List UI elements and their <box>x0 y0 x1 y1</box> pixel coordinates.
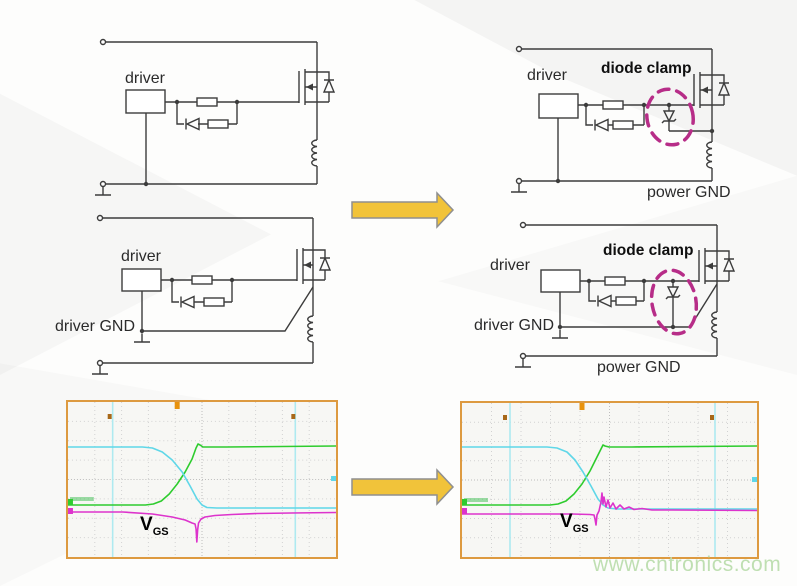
ground-icon <box>511 177 527 193</box>
clamp-diode-icon <box>665 278 681 330</box>
scope-before-screen <box>68 402 336 557</box>
body-diode-icon <box>717 81 731 96</box>
body-diode-icon <box>318 256 332 271</box>
driver-box <box>125 89 166 114</box>
mosfet-icon <box>298 69 336 105</box>
driver-gnd-label: driver GND <box>474 317 555 334</box>
pulldown-resistor-icon <box>207 119 229 129</box>
body-diode-icon <box>322 78 336 93</box>
gate-diode-icon <box>180 295 195 309</box>
circuit-diode-clamp-top <box>511 45 731 193</box>
terminal-dot <box>99 38 107 46</box>
power-gnd-label: power GND <box>597 359 681 376</box>
transform-arrow-bottom <box>351 468 455 506</box>
vgs-label: VGS <box>560 511 589 535</box>
scope-after <box>460 401 759 559</box>
gate-resistor-icon <box>191 275 213 285</box>
gate-diode-icon <box>185 117 200 131</box>
driver-box <box>540 269 581 293</box>
power-gnd-label: power GND <box>647 184 731 201</box>
ground-icon <box>92 359 108 375</box>
driver-label: driver <box>527 67 568 84</box>
terminal-dot <box>515 45 523 53</box>
watermark: www.cntronics.com <box>593 553 782 576</box>
scope-before <box>66 400 338 559</box>
body-diode-icon <box>722 257 736 272</box>
inductor-icon <box>307 315 314 343</box>
gate-resistor-icon <box>196 97 218 107</box>
ground-icon <box>95 180 111 196</box>
inductor-icon <box>706 141 713 169</box>
driver-box <box>121 268 162 292</box>
pulldown-resistor-icon <box>612 120 634 130</box>
diode-clamp-label: diode clamp <box>603 242 694 259</box>
gate-diode-icon <box>594 118 609 132</box>
inductor-icon <box>311 139 318 167</box>
driver-label: driver <box>125 70 166 87</box>
driver-label: driver <box>121 248 162 265</box>
clamp-diode-icon <box>661 102 715 134</box>
kelvin-return-wire <box>141 286 314 332</box>
gate-resistor-icon <box>604 276 626 286</box>
gate-resistor-icon <box>602 100 624 110</box>
driver-ground-icon <box>552 329 568 339</box>
terminal-dot <box>96 214 104 222</box>
mosfet-icon <box>698 248 736 284</box>
circuit-diode-clamp-bottom <box>515 221 736 368</box>
driver-ground-icon <box>134 333 150 343</box>
terminal-dot <box>519 221 527 229</box>
clamp-highlight-ellipse <box>649 268 699 336</box>
driver-box <box>538 93 579 119</box>
diode-clamp-label: diode clamp <box>601 60 692 77</box>
ground-icon <box>515 352 531 368</box>
circuit-no-clamp-top <box>95 38 336 196</box>
vgs-label: VGS <box>140 514 169 538</box>
pulldown-resistor-icon <box>615 296 637 306</box>
driver-gnd-label: driver GND <box>55 318 136 335</box>
mosfet-icon <box>693 72 731 108</box>
clamp-highlight-ellipse <box>645 87 695 147</box>
transform-arrow-top <box>351 191 455 229</box>
driver-label: driver <box>490 257 531 274</box>
gate-diode-icon <box>597 294 612 308</box>
scope-after-screen <box>462 403 757 557</box>
mosfet-icon <box>296 248 332 284</box>
inductor-icon <box>711 311 718 339</box>
circuit-no-clamp-bottom <box>92 214 332 375</box>
pulldown-resistor-icon <box>203 297 225 307</box>
